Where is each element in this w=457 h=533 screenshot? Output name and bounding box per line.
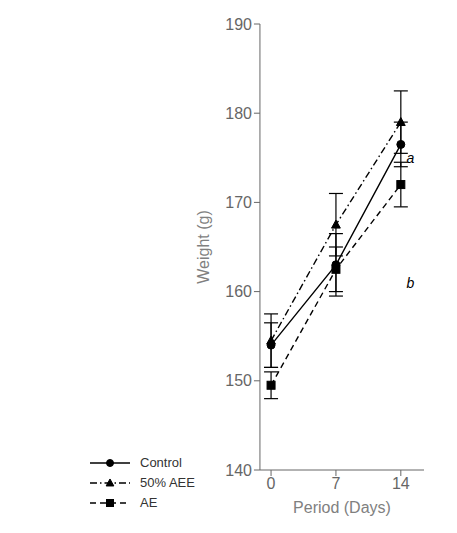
- svg-text:b: b: [406, 275, 414, 291]
- svg-text:140: 140: [225, 462, 252, 479]
- svg-text:Weight (g): Weight (g): [195, 210, 212, 284]
- svg-text:7: 7: [331, 475, 340, 492]
- svg-text:190: 190: [225, 16, 252, 33]
- svg-text:0: 0: [267, 475, 276, 492]
- html-text:AE: AE: [140, 495, 158, 510]
- svg-text:170: 170: [225, 194, 252, 211]
- svg-text:160: 160: [225, 283, 252, 300]
- html-text:Control: Control: [140, 455, 182, 470]
- svg-text:a: a: [406, 150, 414, 166]
- html-text:50% AEE: 50% AEE: [140, 475, 195, 490]
- svg-text:14: 14: [392, 475, 410, 492]
- svg-text:Period (Days): Period (Days): [293, 499, 391, 516]
- svg-text:180: 180: [225, 105, 252, 122]
- svg-text:150: 150: [225, 372, 252, 389]
